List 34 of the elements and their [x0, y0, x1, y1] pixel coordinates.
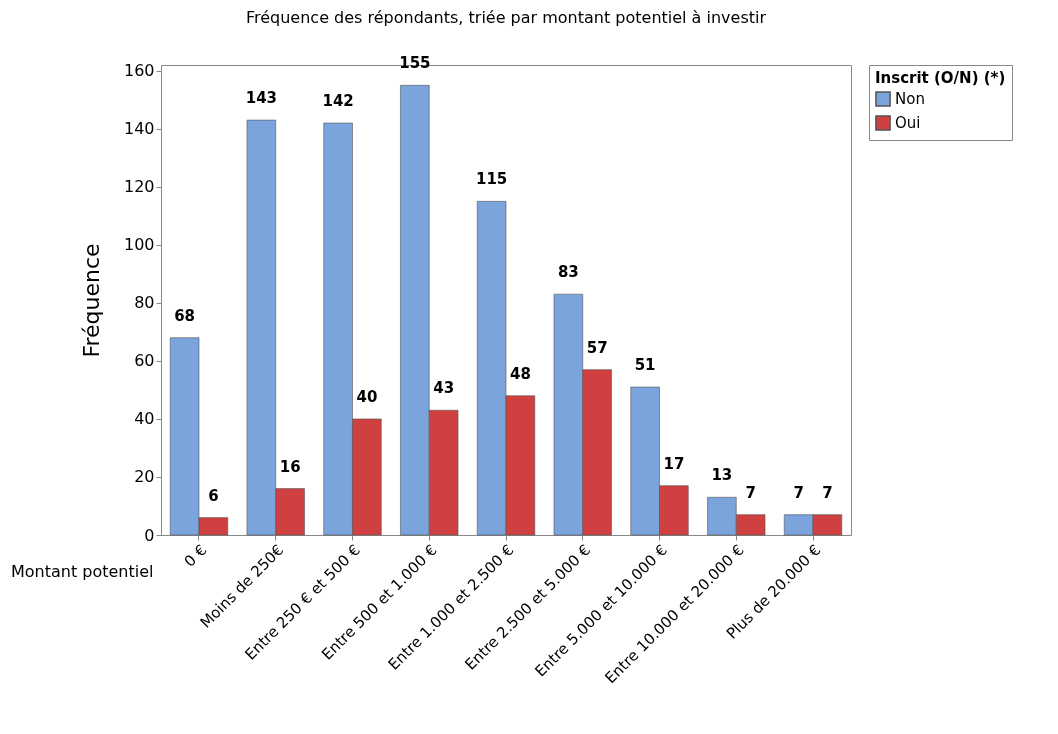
- data-label: 7: [745, 483, 756, 502]
- data-label: 7: [822, 483, 833, 502]
- data-label: 40: [356, 387, 378, 406]
- legend-label: Non: [895, 90, 925, 108]
- data-label: 155: [399, 54, 431, 73]
- legend-title: Inscrit (O/N) (*): [875, 69, 1006, 87]
- data-label: 43: [433, 379, 455, 398]
- data-label: 115: [475, 170, 508, 189]
- data-label: 51: [634, 356, 656, 375]
- data-label: 48: [509, 364, 531, 383]
- y-tick-label: 80: [134, 293, 155, 313]
- data-label: 17: [663, 454, 685, 473]
- data-label: 7: [793, 483, 804, 502]
- data-label: 6: [208, 486, 219, 505]
- y-tick-label: 120: [123, 177, 155, 197]
- data-label: 83: [557, 263, 579, 282]
- y-tick-label: 160: [123, 61, 155, 81]
- data-label: 143: [245, 89, 278, 108]
- x-tick-label: 0 €: [180, 541, 211, 571]
- legend-label: Oui: [895, 114, 921, 132]
- data-label: 68: [174, 306, 196, 325]
- y-axis-title: Fréquence: [78, 243, 104, 358]
- data-label: 57: [586, 338, 608, 357]
- y-tick-label: 40: [134, 409, 155, 429]
- data-label: 16: [279, 457, 301, 476]
- y-tick-label: 140: [123, 119, 155, 139]
- y-tick-label: 60: [134, 351, 155, 371]
- y-tick-label: 20: [134, 467, 155, 487]
- chart-title: Fréquence des répondants, triée par montant potentiel à investir: [245, 8, 767, 28]
- x-axis-title: Montant potentiel: [10, 561, 154, 581]
- y-tick-label: 100: [123, 235, 155, 255]
- data-label: 142: [322, 92, 354, 111]
- data-label: 13: [711, 466, 733, 485]
- y-tick-label: 0: [144, 525, 155, 545]
